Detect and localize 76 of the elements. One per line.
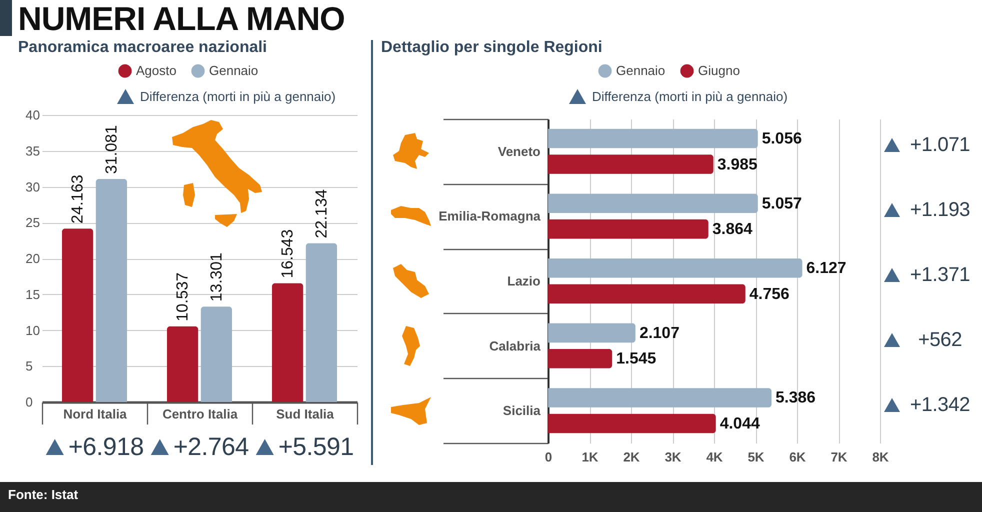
data-label: 13.301 [208, 252, 226, 302]
data-label: 5.386 [776, 390, 816, 407]
y-tick-label: 35 [26, 143, 40, 158]
text: +1.193 [909, 199, 971, 222]
bar [548, 284, 746, 304]
x-tick-label: 6K [789, 450, 806, 464]
bar [272, 283, 304, 402]
y-tick-label: 10 [26, 322, 40, 338]
text: Differenza (morti in più a gennaio) [140, 89, 336, 105]
bar [548, 388, 772, 408]
data-label: 3.985 [717, 156, 758, 174]
data-label: 6.127 [806, 260, 846, 278]
y-tick-label: 25 [26, 215, 40, 230]
legend-label: Gennaio [209, 63, 258, 78]
data-label: 22.134 [313, 189, 330, 238]
bar [96, 178, 128, 402]
chart-title: Dettaglio per singole Regioni [381, 38, 602, 58]
chart-title: NUMERI ALLA MANO [18, 0, 345, 37]
data-label: 1.545 [616, 350, 656, 368]
y-tick-label: 30 [26, 179, 40, 194]
data-label: 4.044 [720, 415, 760, 432]
x-tick-label: 5K [748, 450, 765, 464]
text: Differenza (morti in più a gennaio) [592, 89, 788, 105]
text: +1.371 [909, 264, 971, 286]
y-tick-label: 20 [26, 251, 40, 266]
y-tick-label: Lazio [507, 274, 541, 288]
data-label: 31.081 [103, 124, 120, 174]
y-tick-label: 15 [26, 286, 40, 302]
x-tick-label: Nord Italia [63, 406, 128, 422]
y-tick-label: Veneto [498, 144, 541, 159]
bar [548, 414, 716, 434]
bar [306, 243, 338, 402]
bar [548, 349, 612, 368]
bar [200, 306, 232, 402]
bar [548, 154, 714, 174]
bar [548, 194, 758, 213]
data-label: 5.057 [762, 195, 802, 212]
x-tick-label: Sud Italia [276, 406, 335, 422]
data-label: 5.056 [762, 130, 802, 148]
data-label: 10.537 [174, 272, 192, 322]
bar [548, 258, 802, 278]
text: +5.591 [278, 432, 354, 460]
x-tick-label: 0 [544, 450, 552, 464]
text: +2.764 [173, 432, 249, 460]
x-tick-label: 8K [872, 450, 890, 464]
text: +562 [917, 328, 963, 351]
bar [62, 228, 94, 402]
x-tick-label: 7K [830, 450, 848, 464]
y-tick-label: 40 [26, 108, 40, 122]
bar [548, 323, 636, 343]
x-tick-label: Centro Italia [162, 406, 238, 422]
data-label: 3.864 [712, 221, 752, 238]
legend-label: Gennaio [616, 63, 666, 78]
text: +1.342 [909, 394, 971, 416]
chart-subtitle: Panoramica macroaree nazionali [18, 38, 267, 58]
data-label: 4.756 [749, 286, 790, 303]
source-note: Fonte: Istat [8, 487, 78, 503]
data-label: 2.107 [639, 324, 680, 342]
data-label: 16.543 [280, 229, 297, 278]
legend-label: Giugno [698, 63, 740, 78]
y-tick-label: 5 [26, 358, 33, 374]
x-tick-label: 1K [582, 450, 599, 464]
text: +1.071 [909, 134, 971, 156]
legend-label: Agosto [136, 63, 176, 78]
y-tick-label: 0 [26, 394, 33, 410]
x-tick-label: 3K [664, 450, 682, 464]
bar [166, 326, 198, 402]
bar [548, 219, 708, 239]
text: +6.918 [68, 432, 144, 460]
y-tick-label: Emilia-Romagna [438, 208, 542, 224]
x-tick-label: 4K [706, 450, 724, 464]
x-tick-label: 2K [623, 450, 640, 464]
y-tick-label: Calabria [489, 338, 542, 354]
bar [548, 128, 758, 148]
y-tick-label: Sicilia [502, 403, 542, 418]
data-label: 24.163 [70, 174, 87, 224]
